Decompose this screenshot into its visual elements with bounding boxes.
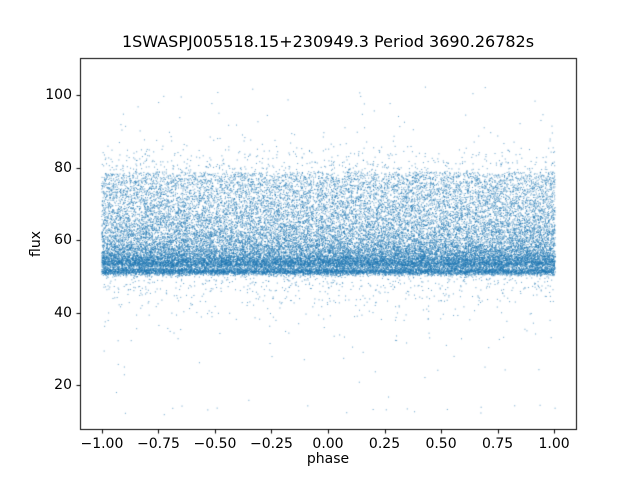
chart-title: 1SWASPJ005518.15+230949.3 Period 3690.26… [121,32,535,51]
x-tick-label: 1.00 [538,436,570,452]
x-tick-label: 0.25 [368,436,401,452]
x-tick-label: −0.25 [250,436,293,452]
y-tick-label: 40 [54,304,72,321]
y-tick-label: 80 [54,159,72,176]
x-tick-label: −1.00 [80,436,124,452]
y-tick-label: 100 [45,87,72,104]
x-tick-label: 0.50 [425,436,457,452]
x-tick-label: 0.00 [312,436,344,452]
x-axis-label: phase [306,451,350,467]
x-tick-label: −0.75 [136,436,180,452]
y-tick-label: 20 [54,377,72,394]
x-tick-label: −0.50 [193,436,237,452]
y-tick-label: 60 [54,232,72,249]
x-tick-label: 0.75 [481,436,514,452]
